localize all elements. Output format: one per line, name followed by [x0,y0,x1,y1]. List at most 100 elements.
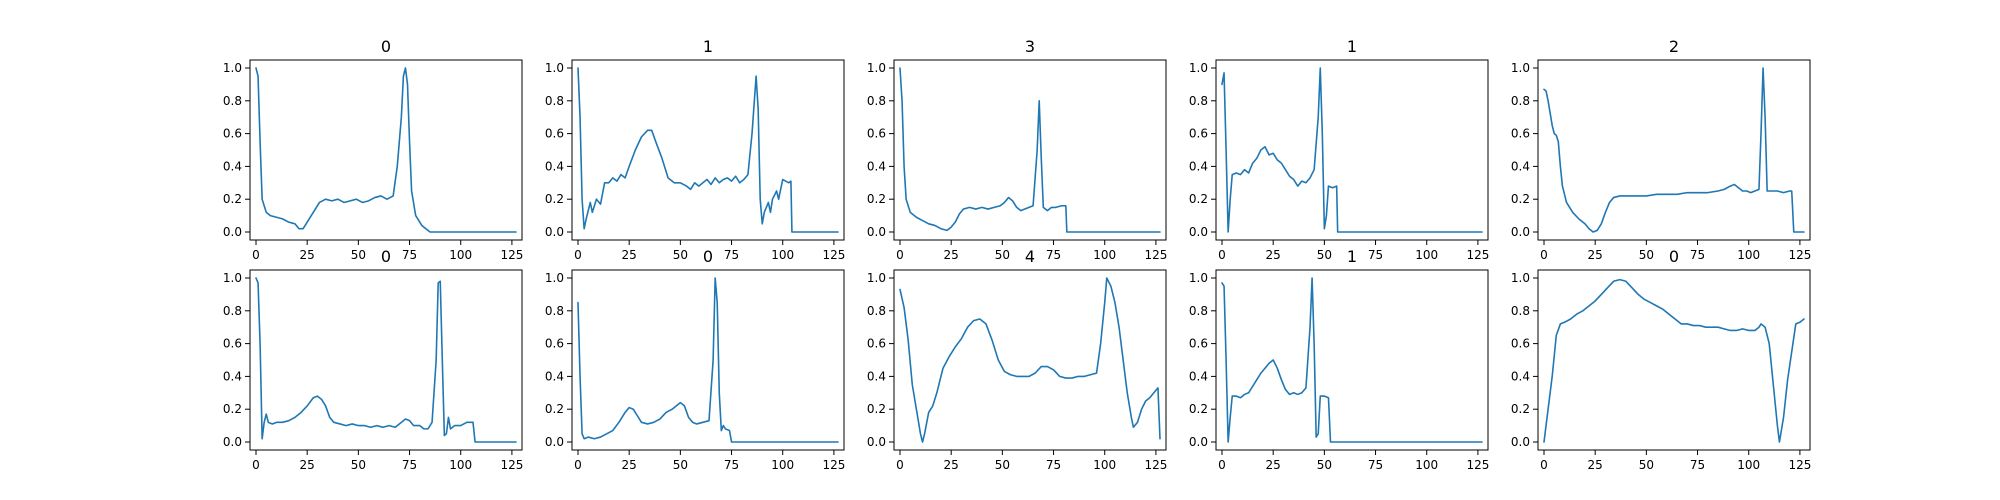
y-tick-label: 1.0 [223,271,242,285]
x-tick-label: 100 [449,458,472,472]
y-tick-label: 0.6 [1189,127,1208,141]
y-tick-label: 1.0 [867,61,886,75]
x-tick-label: 50 [1317,458,1332,472]
x-tick-label: 125 [1788,458,1811,472]
y-tick-label: 0.4 [1189,159,1208,173]
chart-title: 0 [703,247,713,266]
x-tick-label: 50 [351,248,366,262]
y-tick-label: 0.0 [1511,225,1530,239]
x-tick-label: 125 [1466,458,1489,472]
chart-title: 1 [1347,37,1357,56]
plot-frame [1537,269,1811,451]
x-tick-label: 100 [1093,458,1116,472]
x-tick-label: 0 [1218,458,1226,472]
y-tick-label: 0.0 [1189,435,1208,449]
y-tick-label: 1.0 [545,271,564,285]
subplot-9: 0 25 50 75 100 125 0.0 0.2 0.4 0.6 0.8 1.0 0 [1511,247,1811,472]
plot-frame [1537,59,1811,241]
plot-frame [893,269,1167,451]
x-tick-label: 50 [995,458,1010,472]
series-line [899,277,1161,443]
x-tick-label: 25 [1588,248,1603,262]
x-tick-label: 25 [300,248,315,262]
x-tick-label: 75 [1690,248,1705,262]
chart-title: 1 [1347,247,1357,266]
subplot-6: 0 25 50 75 100 125 0.0 0.2 0.4 0.6 0.8 1.0 0 [545,247,845,472]
y-tick-label: 0.6 [1189,337,1208,351]
y-tick-label: 0.0 [223,225,242,239]
x-tick-label: 100 [1737,248,1760,262]
x-tick-label: 0 [574,458,582,472]
y-tick-label: 0.0 [223,435,242,449]
series-line [577,277,839,443]
plot-frame [1215,269,1489,451]
x-tick-label: 75 [1690,458,1705,472]
x-tick-label: 75 [1368,248,1383,262]
chart-title: 1 [703,37,713,56]
x-tick-label: 125 [822,458,845,472]
subplot-8: 0 25 50 75 100 125 0.0 0.2 0.4 0.6 0.8 1.0 1 [1189,247,1489,472]
subplot-1: 0 25 50 75 100 125 0.0 0.2 0.4 0.6 0.8 1.0 1 [545,37,845,262]
y-tick-label: 0.8 [545,94,564,108]
x-tick-label: 25 [1266,248,1281,262]
x-tick-label: 125 [822,248,845,262]
subplot-5: 0 25 50 75 100 125 0.0 0.2 0.4 0.6 0.8 1.0 0 [223,247,523,472]
x-tick-label: 100 [1737,458,1760,472]
x-tick-label: 50 [351,458,366,472]
y-tick-label: 0.2 [1511,402,1530,416]
y-tick-label: 0.0 [867,435,886,449]
y-tick-label: 0.4 [223,159,242,173]
x-tick-label: 75 [724,248,739,262]
y-tick-label: 0.6 [223,337,242,351]
y-tick-label: 0.2 [545,402,564,416]
x-tick-label: 25 [622,248,637,262]
y-tick-label: 0.8 [1511,304,1530,318]
y-tick-label: 0.2 [867,402,886,416]
x-tick-label: 0 [252,458,260,472]
y-tick-label: 0.4 [1511,159,1530,173]
x-tick-label: 50 [995,248,1010,262]
subplot-0: 0 25 50 75 100 125 0.0 0.2 0.4 0.6 0.8 1.0 0 [223,37,523,262]
chart-title: 0 [381,37,391,56]
x-tick-label: 75 [1046,458,1061,472]
y-tick-label: 0.4 [223,369,242,383]
y-tick-label: 0.6 [223,127,242,141]
y-tick-label: 1.0 [1511,271,1530,285]
y-tick-label: 0.0 [545,225,564,239]
x-tick-label: 25 [944,458,959,472]
y-tick-label: 0.8 [223,304,242,318]
y-tick-label: 1.0 [545,61,564,75]
y-tick-label: 0.2 [223,192,242,206]
y-tick-label: 1.0 [223,61,242,75]
x-tick-label: 0 [252,248,260,262]
x-tick-label: 25 [622,458,637,472]
y-tick-label: 0.8 [223,94,242,108]
plot-frame [893,59,1167,241]
y-tick-label: 0.6 [1511,337,1530,351]
y-tick-label: 0.8 [867,304,886,318]
x-tick-label: 0 [1540,248,1548,262]
y-tick-label: 0.8 [1189,304,1208,318]
y-tick-label: 0.8 [1189,94,1208,108]
subplot-7: 0 25 50 75 100 125 0.0 0.2 0.4 0.6 0.8 1.0 4 [867,247,1167,472]
x-tick-label: 125 [500,458,523,472]
chart-title: 0 [381,247,391,266]
y-tick-label: 0.0 [867,225,886,239]
plot-frame [249,59,523,241]
series-line [255,277,517,443]
y-tick-label: 0.6 [545,127,564,141]
x-tick-label: 75 [724,458,739,472]
x-tick-label: 75 [1368,458,1383,472]
y-tick-label: 0.6 [545,337,564,351]
y-tick-label: 1.0 [867,271,886,285]
subplot-4: 0 25 50 75 100 125 0.0 0.2 0.4 0.6 0.8 1.0 2 [1511,37,1811,262]
x-tick-label: 0 [574,248,582,262]
x-tick-label: 25 [944,248,959,262]
subplot-2: 0 25 50 75 100 125 0.0 0.2 0.4 0.6 0.8 1.0 3 [867,37,1167,262]
chart-title: 0 [1669,247,1679,266]
subplot-3: 0 25 50 75 100 125 0.0 0.2 0.4 0.6 0.8 1.0 1 [1189,37,1489,262]
x-tick-label: 50 [673,248,688,262]
y-tick-label: 0.0 [1511,435,1530,449]
y-tick-label: 0.2 [1189,402,1208,416]
y-tick-label: 1.0 [1511,61,1530,75]
